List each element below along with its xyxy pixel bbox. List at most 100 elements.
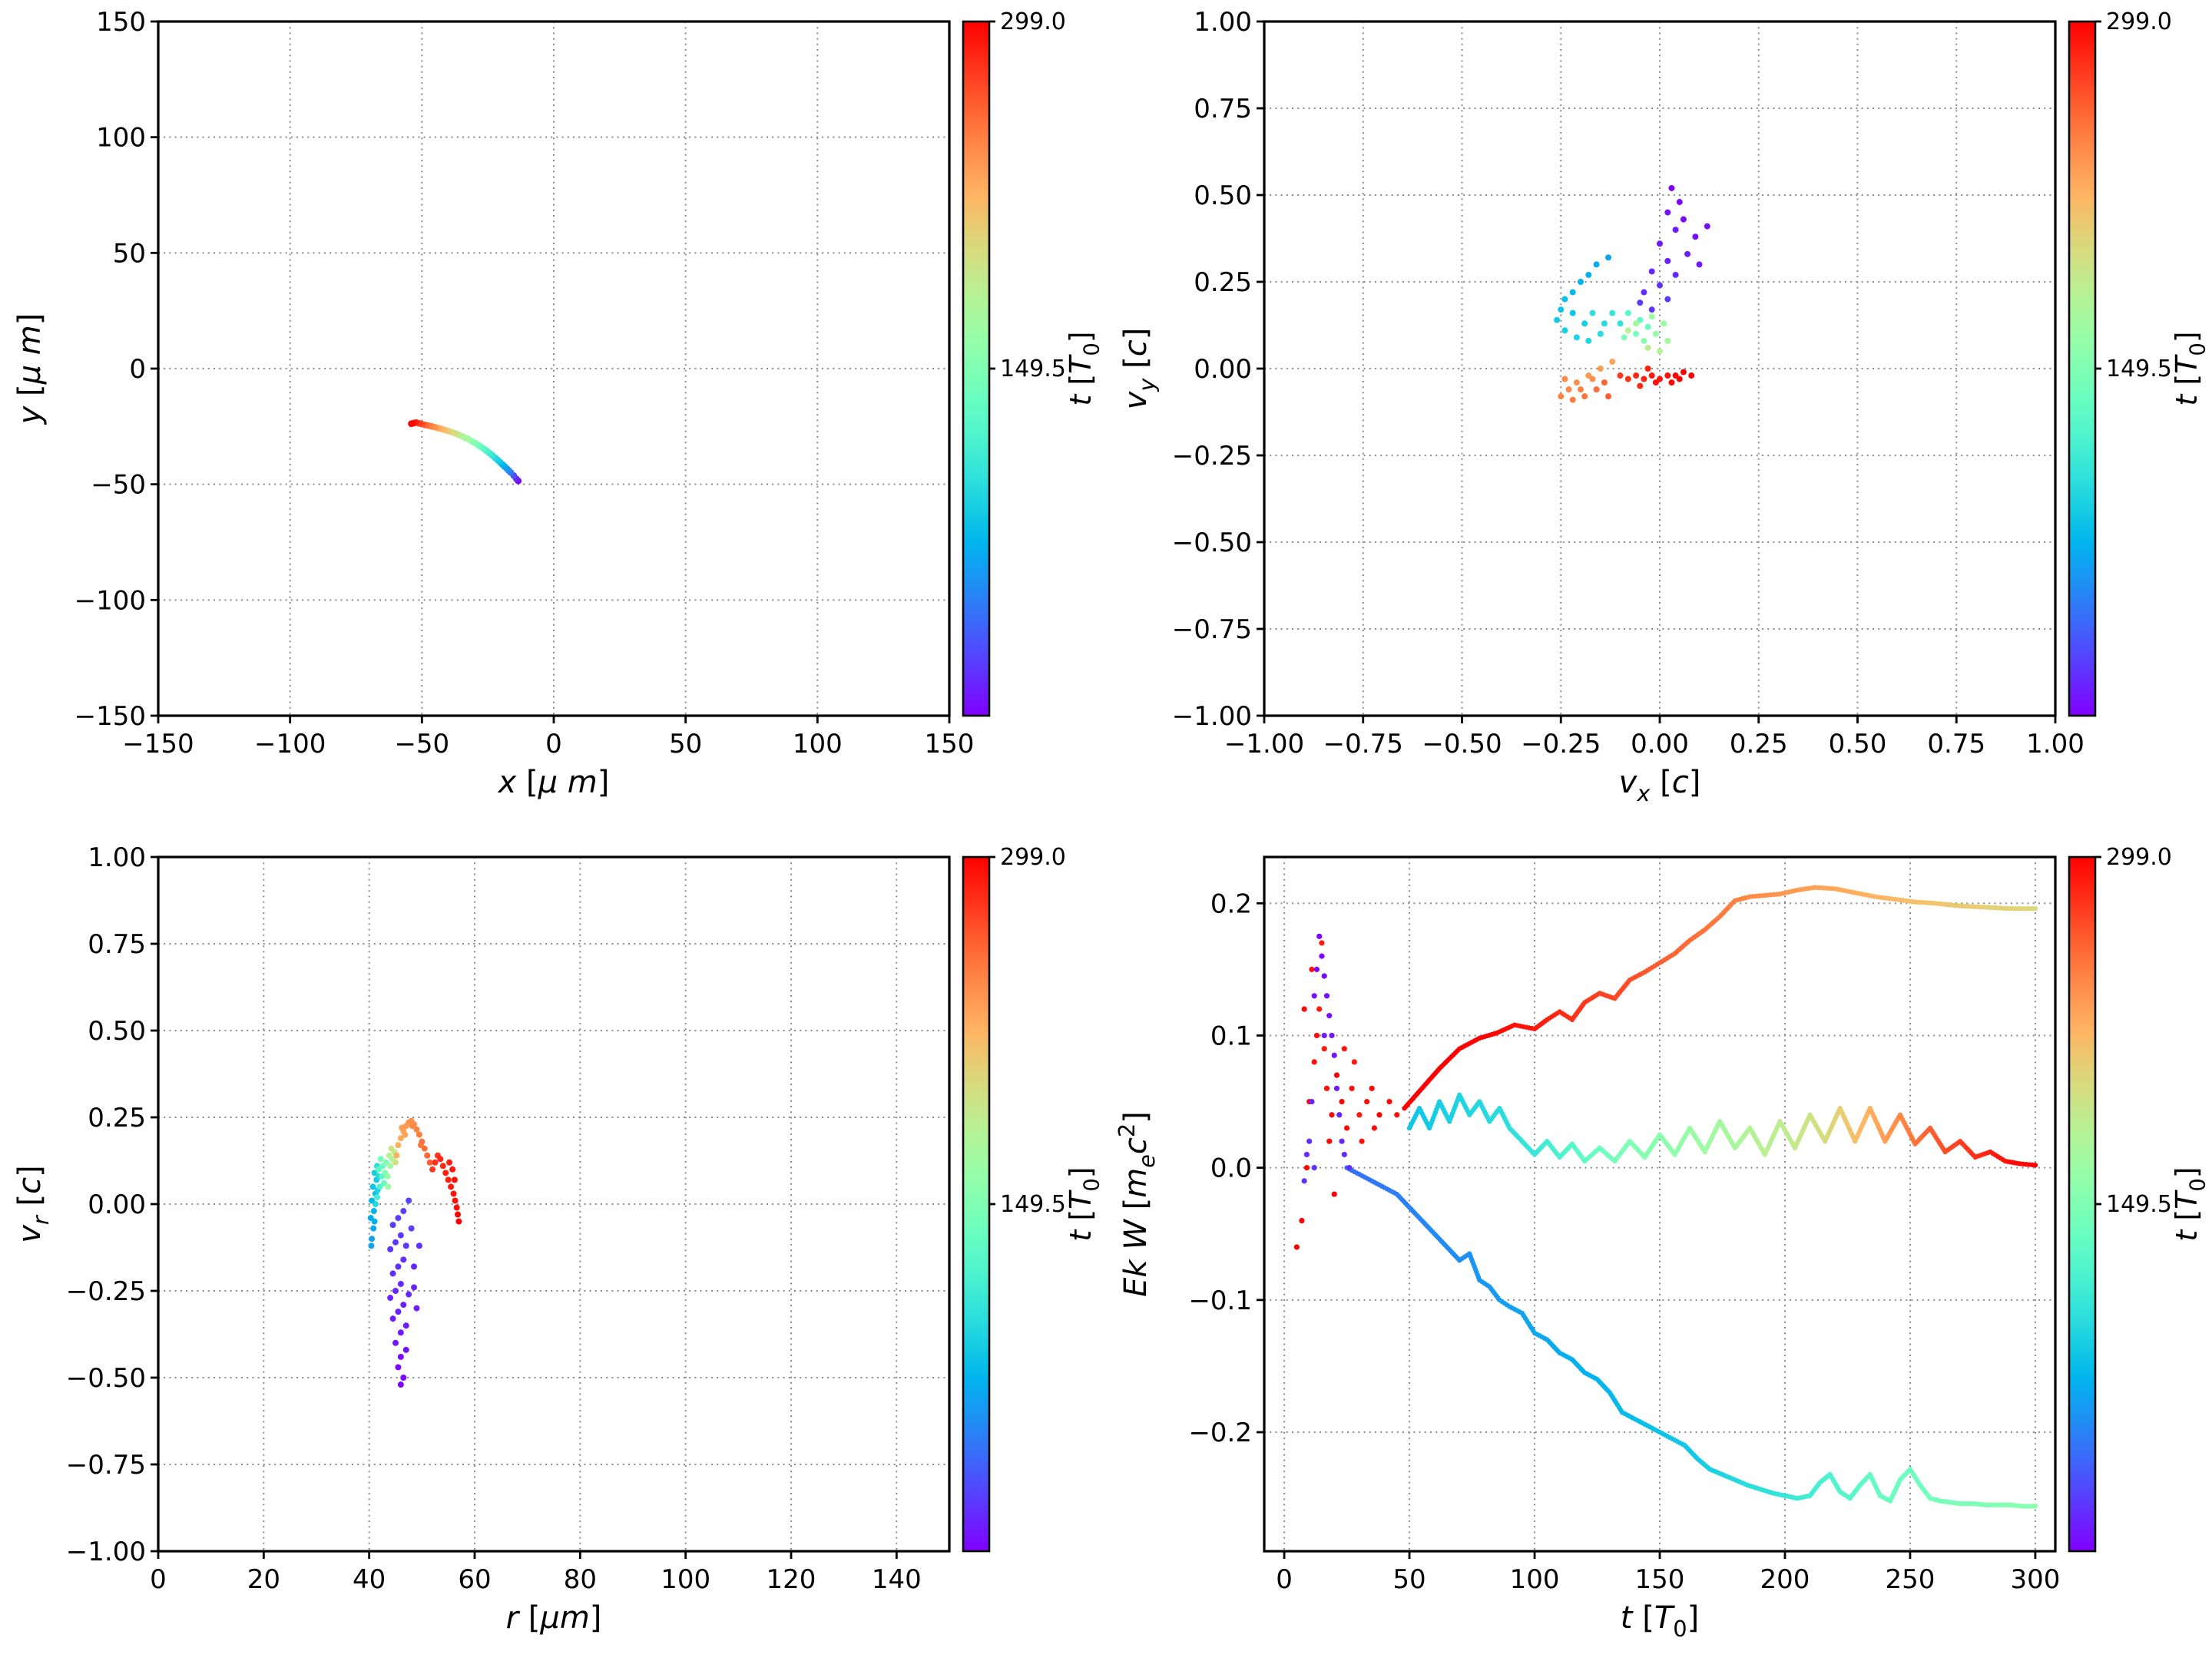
colorbar bbox=[2068, 855, 2097, 1553]
series-early-transient-points bbox=[1293, 933, 1400, 1250]
y-tick-label: 0.50 bbox=[88, 1016, 146, 1047]
x-tick-label: −50 bbox=[394, 729, 449, 759]
y-tick-label: −0.25 bbox=[66, 1276, 146, 1307]
colorbar bbox=[962, 20, 991, 717]
colorbar bbox=[962, 855, 991, 1553]
x-tick-label: 0.25 bbox=[1730, 729, 1788, 759]
y-axis-label: Ek W [mec2] bbox=[1114, 1111, 1160, 1297]
colorbar-label: t [T0] bbox=[1064, 1166, 1104, 1241]
series-oscillating-curve bbox=[1406, 1092, 2038, 1168]
axes-frame bbox=[1263, 20, 2057, 717]
colorbar-tick-label: 299.0 bbox=[1000, 8, 1066, 35]
series-vx-vy-points bbox=[1554, 184, 1710, 403]
axes-frame bbox=[157, 20, 951, 717]
x-tick-label: 80 bbox=[564, 1564, 597, 1595]
y-tick-label: −0.50 bbox=[66, 1363, 146, 1394]
x-axis-label: x [μ m] bbox=[497, 765, 610, 800]
x-tick-label: 250 bbox=[1885, 1564, 1935, 1595]
x-tick-label: 20 bbox=[247, 1564, 280, 1595]
y-tick-label: 50 bbox=[113, 238, 146, 269]
colorbar-label: t [T0] bbox=[2170, 331, 2210, 405]
x-axis-label: vx [c] bbox=[1619, 765, 1701, 806]
x-tick-label: 0.75 bbox=[1927, 729, 1985, 759]
axis-ticks bbox=[1257, 855, 2101, 1559]
colorbar-tick-label: 299.0 bbox=[2106, 8, 2172, 35]
plot-energy-vs-time: 0 50 100 150 200 250 300 −0.2 −0.1 0.0 0.1 0.2 t [T0… bbox=[1114, 844, 2210, 1642]
x-tick-label: 50 bbox=[1392, 1564, 1426, 1595]
x-tick-label: 0 bbox=[150, 1564, 167, 1595]
x-tick-label: 300 bbox=[2010, 1564, 2060, 1595]
x-tick-label: 0 bbox=[1276, 1564, 1293, 1595]
y-tick-label: −100 bbox=[75, 585, 146, 616]
y-tick-label: 0.25 bbox=[1194, 267, 1252, 298]
y-tick-label: 0.1 bbox=[1210, 1021, 1252, 1051]
plot-r-vr-phase: 0 20 40 60 80 100 120 140 −1.00 −0.75 −0.50 −0.25 0.… bbox=[12, 842, 1104, 1636]
y-tick-label: −0.25 bbox=[1172, 441, 1252, 472]
y-tick-label: 0.75 bbox=[88, 929, 146, 960]
y-tick-label: 0.50 bbox=[1194, 180, 1252, 211]
colorbar-tick-label: 149.5 bbox=[2106, 1191, 2172, 1218]
y-tick-label: 0.00 bbox=[1194, 354, 1252, 385]
x-tick-label: −100 bbox=[254, 729, 326, 759]
colorbar-tick-label: 149.5 bbox=[1000, 1191, 1066, 1218]
y-axis-label: vy [c] bbox=[1118, 328, 1160, 410]
x-tick-label: 40 bbox=[353, 1564, 386, 1595]
axes-frame bbox=[157, 855, 951, 1553]
gridlines bbox=[1263, 21, 2056, 716]
y-tick-label: 0.2 bbox=[1210, 888, 1252, 919]
series-energy-loss-curve bbox=[1344, 1165, 2038, 1509]
y-tick-label: −0.1 bbox=[1188, 1286, 1252, 1316]
y-tick-label: 1.00 bbox=[88, 842, 146, 873]
x-tick-label: 100 bbox=[793, 729, 843, 759]
x-tick-label: 0.00 bbox=[1631, 729, 1689, 759]
x-tick-label: 200 bbox=[1760, 1564, 1810, 1595]
x-tick-label: −1.00 bbox=[1224, 729, 1304, 759]
y-tick-label: −0.2 bbox=[1188, 1418, 1252, 1448]
x-tick-label: 50 bbox=[669, 729, 702, 759]
x-tick-label: −150 bbox=[122, 729, 194, 759]
axis-ticks bbox=[1257, 20, 2101, 723]
y-tick-label: −0.50 bbox=[1172, 528, 1252, 558]
colorbar-tick-label: 299.0 bbox=[1000, 844, 1066, 871]
x-tick-label: 100 bbox=[1510, 1564, 1560, 1595]
series-r-vr-points bbox=[367, 1117, 462, 1388]
x-axis-label: t [T0] bbox=[1621, 1600, 1699, 1642]
x-tick-label: 1.00 bbox=[2026, 729, 2085, 759]
y-tick-label: 1.00 bbox=[1194, 7, 1252, 38]
x-tick-label: 0.50 bbox=[1829, 729, 1887, 759]
x-tick-label: 140 bbox=[872, 1564, 922, 1595]
x-tick-label: −0.75 bbox=[1323, 729, 1403, 759]
y-tick-label: 150 bbox=[96, 7, 146, 38]
series-particle-path bbox=[408, 419, 522, 485]
series-energy-gain-curve bbox=[1402, 885, 2038, 1111]
gridlines bbox=[157, 21, 950, 716]
x-tick-label: 150 bbox=[1635, 1564, 1685, 1595]
colorbar-tick-label: 149.5 bbox=[1000, 356, 1066, 382]
colorbar-label: t [T0] bbox=[2170, 1166, 2210, 1241]
plot-vx-vy-phase: −1.00 −0.75 −0.50 −0.25 0.00 0.25 0.50 0.75 1.00… bbox=[1118, 7, 2210, 806]
x-axis-label: r [μm] bbox=[506, 1600, 602, 1636]
x-tick-label: 150 bbox=[925, 729, 975, 759]
axis-ticks bbox=[151, 20, 995, 723]
y-tick-label: 100 bbox=[96, 123, 146, 154]
gridlines bbox=[157, 856, 949, 1552]
colorbar-tick-label: 149.5 bbox=[2106, 356, 2172, 382]
x-tick-label: −0.50 bbox=[1422, 729, 1502, 759]
y-tick-label: −0.75 bbox=[1172, 614, 1252, 645]
y-axis-label: vr [c] bbox=[12, 1165, 54, 1242]
y-axis-label: y [μ m] bbox=[12, 313, 48, 425]
x-tick-label: 0 bbox=[545, 729, 562, 759]
x-tick-label: 100 bbox=[661, 1564, 710, 1595]
y-tick-label: −50 bbox=[91, 470, 146, 501]
x-tick-label: 60 bbox=[458, 1564, 491, 1595]
colorbar-tick-label: 299.0 bbox=[2106, 844, 2172, 871]
y-tick-label: 0.75 bbox=[1194, 94, 1252, 124]
plot-xy-trajectory: −150 −100 −50 0 50 100 150 −150 −100 −50 0 50 100 150… bbox=[12, 7, 1104, 800]
y-tick-label: 0.25 bbox=[88, 1103, 146, 1133]
y-tick-label: −150 bbox=[75, 701, 146, 732]
y-tick-label: −1.00 bbox=[66, 1537, 146, 1567]
y-tick-label: 0 bbox=[129, 354, 146, 385]
y-tick-label: −1.00 bbox=[1172, 701, 1252, 732]
y-tick-label: 0.0 bbox=[1210, 1153, 1252, 1184]
